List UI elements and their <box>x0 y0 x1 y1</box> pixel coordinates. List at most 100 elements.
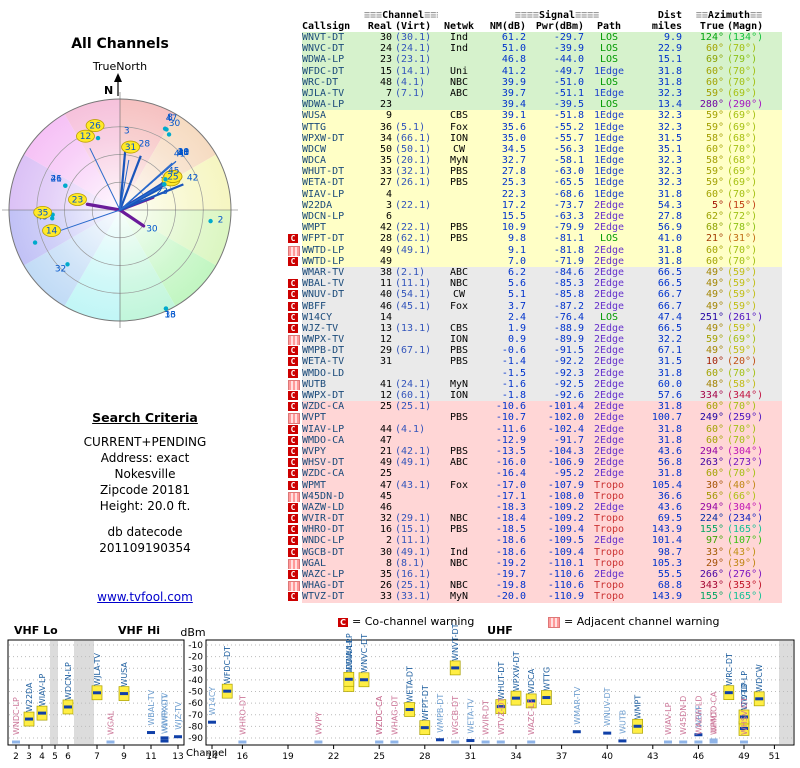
spectrum-bar <box>724 691 733 695</box>
spectrum-station-label: WDCA <box>527 668 536 694</box>
cell-path: Tropo <box>593 479 625 491</box>
radar-channel-label: 25 <box>167 172 178 182</box>
cell-real-channel: 16 <box>379 524 392 536</box>
cell-virt-channel: (13.1) <box>395 322 432 334</box>
cell-az-true: 334° <box>699 390 724 401</box>
spectrum-bar <box>633 724 642 728</box>
spectrum-station-label: WWTD-LP <box>740 682 749 721</box>
cell-callsign: WMPB-DT <box>302 345 345 357</box>
cell-path: 2Edge <box>593 423 625 435</box>
cell-dist-miles: 32.3 <box>657 110 682 122</box>
cell-real-channel: 15 <box>379 65 392 77</box>
cell-nm-db: 3.7 <box>507 300 526 312</box>
cell-pwr-dbm: -110.1 <box>547 557 584 569</box>
cell-network: ION <box>449 132 469 144</box>
table-row: W45DN-D 45 -17.1 -108.0 Tropo 36.6 56° (… <box>288 490 782 502</box>
cell-path: LOS <box>599 233 619 245</box>
radar-channel-label: 2 <box>218 215 224 225</box>
cell-callsign: WDCN-LP <box>302 211 345 222</box>
spectrum-bar <box>740 715 748 719</box>
cell-pwr-dbm: -85.3 <box>553 278 584 290</box>
cell-pwr-dbm: -49.7 <box>553 65 584 77</box>
cell-dist-miles: 57.6 <box>657 390 682 401</box>
cell-path: 1Edge <box>593 177 625 189</box>
col-real: Real <box>367 21 392 32</box>
cell-az-true: 59° <box>705 166 724 178</box>
cell-pwr-dbm: -39.9 <box>553 43 584 55</box>
cell-az-magn: (70°) <box>727 76 758 88</box>
cell-real-channel <box>364 368 392 379</box>
cell-pwr-dbm: -92.5 <box>553 378 584 390</box>
adjacent-channel-marker <box>288 245 300 256</box>
cell-path: 2Edge <box>593 434 625 446</box>
cell-virt-channel <box>392 110 438 121</box>
channel-tick-label: 43 <box>647 752 658 762</box>
cell-dist-miles: 143.9 <box>651 591 682 603</box>
cell-path: 2Edge <box>593 356 625 368</box>
spectrum-station-label: WHSV-DT <box>740 697 749 735</box>
table-row: WUTB 41 (24.1) MyN -1.6 -92.5 2Edge 60.0… <box>288 378 782 390</box>
tvfool-link[interactable]: www.tvfool.com <box>97 590 193 604</box>
radar-channel-label: 28 <box>139 139 151 149</box>
cell-real-channel: 48 <box>379 76 392 88</box>
spectrum-bar <box>93 691 101 695</box>
spectrum-station-label: WWPX-TV <box>161 692 170 731</box>
cell-virt-channel: (33.1) <box>395 591 432 603</box>
cell-dist-miles: 43.6 <box>657 501 682 513</box>
spectrum-bar <box>314 740 323 744</box>
cell-az-magn: (234°) <box>727 513 764 525</box>
cell-callsign: WWPX-DT <box>302 390 345 401</box>
channel-axis-label: Channel <box>186 748 228 759</box>
cell-az-magn: (31°) <box>727 233 758 245</box>
dbm-tick-label: -40 <box>188 676 203 686</box>
radar-spoke <box>118 208 146 228</box>
co-channel-marker: C <box>288 480 298 490</box>
cell-az-true: 60° <box>705 188 724 200</box>
cell-az-true: 21° <box>705 233 724 245</box>
spectrum-station-label: WETA-DT <box>406 666 415 703</box>
cell-nm-db: -1.8 <box>501 390 526 401</box>
cell-virt-channel: (2.1) <box>395 266 426 278</box>
group-azimuth: ≡≡Azimuth≡≡ <box>695 10 763 21</box>
cell-az-true: 249° <box>699 412 724 424</box>
radar-station-dot <box>65 262 70 267</box>
spectrum-station-label: WAZC-LP <box>527 699 536 735</box>
site-link-wrap: www.tvfool.com <box>55 590 235 604</box>
cell-real-channel: 7 <box>385 87 392 99</box>
col-path: Path <box>596 21 622 32</box>
channel-tick-label: 28 <box>419 752 431 762</box>
cell-nm-db: 25.3 <box>501 177 526 189</box>
cell-az-true: 56° <box>705 490 724 502</box>
table-row: WTTG 36 (5.1) Fox 35.6 -55.2 1Edge 32.3 … <box>288 121 782 133</box>
cell-dist-miles: 66.7 <box>657 289 682 301</box>
cell-az-magn: (69°) <box>727 177 758 189</box>
cell-network: CBS <box>449 322 469 334</box>
spectrum-station-label: W45DN-D <box>679 696 688 735</box>
search-criteria-heading: Search Criteria <box>92 410 198 425</box>
radar-spoke <box>118 155 142 211</box>
dbm-tick-label: -50 <box>188 688 203 698</box>
channel-tick-label: 4 <box>39 752 45 762</box>
adjacent-channel-marker <box>288 491 300 502</box>
cell-path: 1Edge <box>593 188 625 200</box>
cell-path: 2Edge <box>593 334 625 346</box>
radar-channel-label: 14 <box>46 227 58 237</box>
cell-network <box>438 535 480 546</box>
cell-pwr-dbm: -55.7 <box>553 132 584 144</box>
cell-az-magn: (79°) <box>727 54 758 66</box>
cell-real-channel: 21 <box>379 445 392 457</box>
cell-az-true: 60° <box>705 65 724 77</box>
cell-path: 1Edge <box>593 132 625 144</box>
spectrum-station-label: WPXW-DT <box>512 651 521 691</box>
channel-tick-label: 46 <box>693 752 705 762</box>
spectrum-station-label: WDWA-LP <box>345 633 354 672</box>
cell-dist-miles: 32.3 <box>657 155 682 167</box>
cell-network: Fox <box>449 479 469 491</box>
cell-path: 2Edge <box>593 222 625 234</box>
cell-nm-db: 5.1 <box>507 289 526 301</box>
cell-nm-db: 5.6 <box>507 278 526 290</box>
adjacent-channel-marker <box>288 581 300 592</box>
cell-real-channel: 38 <box>379 266 392 278</box>
spectrum-bar <box>451 666 460 670</box>
cell-callsign: WHUT-DT <box>302 166 345 178</box>
